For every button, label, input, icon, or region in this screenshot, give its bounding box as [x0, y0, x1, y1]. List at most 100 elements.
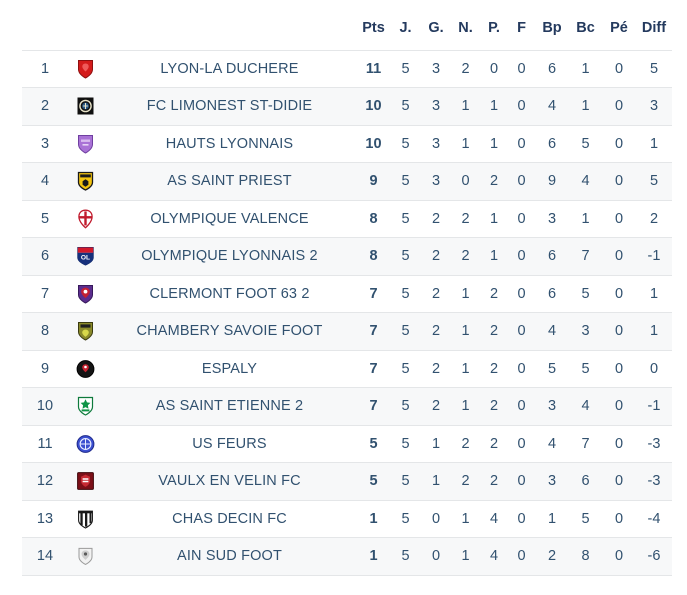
- row-won: 3: [431, 135, 441, 152]
- row-goals-for: 4: [547, 435, 557, 452]
- hauts-lyonnais-crest: [68, 125, 102, 163]
- column-header-goal-diff[interactable]: Diff: [641, 19, 667, 36]
- row-won: 2: [431, 210, 441, 227]
- row-team-name[interactable]: FC LIMONEST ST-DIDIE: [146, 98, 313, 115]
- row-penalty: 0: [614, 510, 624, 527]
- row-team-name[interactable]: OLYMPIQUE VALENCE: [150, 210, 309, 227]
- table-row[interactable]: 5 OLYMPIQUE VALENCE 8 5 2 2 1 0 3 1 0 2: [22, 200, 672, 238]
- header-row: Pts J. G. N. P. F Bp Bc Pé Diff: [22, 0, 672, 50]
- row-forfeit: 0: [517, 135, 526, 152]
- table-row[interactable]: 10 AS SAINT ETIENNE 2 7 5 2 1 2 0 3 4 0 -1: [22, 387, 672, 426]
- row-team-name[interactable]: ESPALY: [201, 360, 258, 377]
- table-row[interactable]: 1 LYON-LA DUCHERE 11 5 3 2 0 0 6 1 0 5: [22, 50, 672, 88]
- row-won: 2: [431, 360, 441, 377]
- row-played: 5: [401, 135, 410, 152]
- row-team-name[interactable]: AS SAINT PRIEST: [167, 173, 292, 190]
- row-won: 2: [431, 285, 441, 302]
- row-rank: 13: [36, 510, 54, 527]
- row-lost: 2: [489, 473, 499, 490]
- column-header-goals-for[interactable]: Bp: [542, 19, 562, 36]
- column-header-team: [102, 0, 357, 50]
- as-saint-etienne-crest: [68, 388, 102, 426]
- row-team-name[interactable]: HAUTS LYONNAIS: [165, 135, 294, 152]
- table-row[interactable]: 11 US FEURS 5 5 1 2 2 0 4 7 0 -3: [22, 425, 672, 463]
- column-header-drawn[interactable]: N.: [458, 19, 473, 36]
- column-header-forfeit[interactable]: F: [517, 19, 526, 36]
- row-team-name[interactable]: US FEURS: [192, 435, 267, 452]
- row-rank: 7: [40, 285, 50, 302]
- row-team-name[interactable]: VAULX EN VELIN FC: [158, 473, 301, 490]
- row-team-name[interactable]: AS SAINT ETIENNE 2: [155, 398, 304, 415]
- row-goal-diff: -6: [647, 548, 661, 565]
- column-header-won[interactable]: G.: [428, 19, 444, 36]
- row-lost: 2: [489, 398, 499, 415]
- row-drawn: 1: [461, 323, 470, 340]
- row-goals-against: 5: [581, 135, 590, 152]
- row-lost: 0: [489, 60, 499, 77]
- row-goals-against: 6: [581, 473, 590, 490]
- column-header-goals-against[interactable]: Bc: [576, 19, 595, 36]
- row-played: 5: [401, 435, 410, 452]
- row-rank: 6: [40, 248, 50, 265]
- row-penalty: 0: [614, 98, 624, 115]
- row-goal-diff: 1: [649, 285, 659, 302]
- row-forfeit: 0: [517, 473, 526, 490]
- row-lost: 1: [489, 98, 499, 115]
- table-row[interactable]: 8 CHAMBERY SAVOIE FOOT 7 5 2 1 2 0 4 3 0 1: [22, 312, 672, 350]
- row-penalty: 0: [614, 323, 624, 340]
- table-row[interactable]: 12 VAULX EN VELIN FC 5 5 1 2 2 0 3 6 0 -3: [22, 462, 672, 500]
- row-team-name[interactable]: CLERMONT FOOT 63 2: [149, 285, 310, 302]
- row-points: 5: [369, 473, 378, 490]
- row-points: 11: [365, 60, 382, 77]
- row-penalty: 0: [614, 248, 624, 265]
- row-played: 5: [401, 98, 410, 115]
- row-played: 5: [401, 510, 410, 527]
- row-won: 3: [431, 173, 441, 190]
- table-row[interactable]: 4 AS SAINT PRIEST 9 5 3 0 2 0 9 4 0 5: [22, 162, 672, 200]
- row-played: 5: [401, 548, 410, 565]
- as-saint-etienne-crest-glyph: [76, 396, 95, 416]
- table-body: 1 LYON-LA DUCHERE 11 5 3 2 0 0 6 1 0 5 2 FC LIMONEST …: [22, 50, 672, 575]
- row-lost: 1: [489, 248, 499, 265]
- us-feurs-crest: [68, 425, 102, 463]
- column-header-points[interactable]: Pts: [362, 19, 385, 36]
- row-points: 7: [369, 398, 378, 415]
- column-header-logo: [68, 0, 102, 50]
- table-row[interactable]: 3 HAUTS LYONNAIS 10 5 3 1 1 0 6 5 0 1: [22, 125, 672, 163]
- row-team-name[interactable]: AIN SUD FOOT: [177, 548, 282, 565]
- row-goals-for: 4: [547, 98, 557, 115]
- row-team-name[interactable]: CHAS DECIN FC: [172, 510, 287, 527]
- row-goal-diff: -4: [647, 510, 661, 527]
- row-lost: 1: [489, 210, 499, 227]
- row-team-name[interactable]: OLYMPIQUE LYONNAIS 2: [141, 248, 318, 265]
- row-played: 5: [401, 173, 410, 190]
- table-row[interactable]: 14 AIN SUD FOOT 1 5 0 1 4 0 2 8 0 -6: [22, 537, 672, 575]
- table-row[interactable]: 13 CHAS DECIN FC 1 5 0 1 4 0 1 5 0 -4: [22, 500, 672, 538]
- ain-sud-foot-crest-glyph: [76, 546, 95, 566]
- row-goals-against: 5: [581, 360, 590, 377]
- row-rank: 1: [40, 60, 50, 77]
- row-drawn: 2: [461, 248, 470, 265]
- row-team-name[interactable]: CHAMBERY SAVOIE FOOT: [136, 323, 323, 340]
- row-goals-for: 2: [547, 548, 557, 565]
- row-points: 8: [369, 210, 378, 227]
- row-points: 8: [369, 248, 378, 265]
- table-row[interactable]: 2 FC LIMONEST ST-DIDIE 10 5 3 1 1 0 4 1 0 3: [22, 87, 672, 125]
- row-penalty: 0: [614, 285, 624, 302]
- svg-text:OL: OL: [80, 255, 89, 262]
- clermont-foot-63-crest: [68, 275, 102, 313]
- row-goals-for: 3: [547, 210, 557, 227]
- column-header-played[interactable]: J.: [399, 19, 412, 36]
- row-goals-against: 5: [581, 510, 590, 527]
- row-won: 2: [431, 248, 441, 265]
- table-row[interactable]: 7 CLERMONT FOOT 63 2 7 5 2 1 2 0 6 5 0 1: [22, 275, 672, 313]
- row-drawn: 1: [461, 510, 470, 527]
- column-header-penalty[interactable]: Pé: [610, 19, 628, 36]
- table-row[interactable]: 6 OL OLYMPIQUE LYONNAIS 2 8 5 2 2 1 0 6 7 0 -1: [22, 237, 672, 275]
- table-row[interactable]: 9 ESPALY 7 5 2 1 2 0 5 5 0 0: [22, 350, 672, 388]
- clermont-foot-63-crest-glyph: [76, 284, 95, 304]
- column-header-lost[interactable]: P.: [488, 19, 500, 36]
- row-points: 10: [365, 135, 382, 152]
- row-lost: 4: [489, 510, 499, 527]
- row-team-name[interactable]: LYON-LA DUCHERE: [160, 60, 299, 77]
